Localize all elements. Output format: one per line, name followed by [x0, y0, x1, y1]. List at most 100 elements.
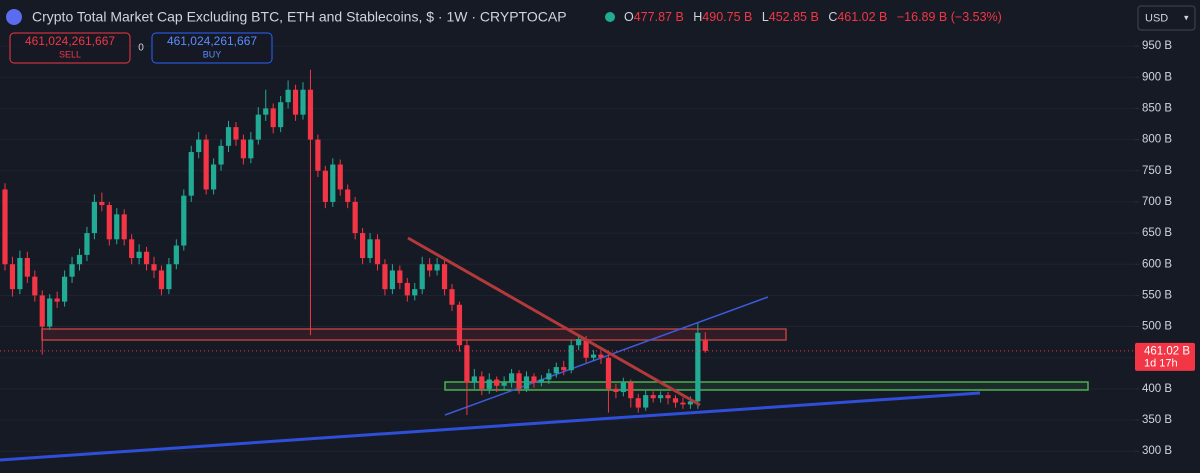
ohlc: O477.87 B H490.75 B L452.85 B C461.02 B … — [624, 10, 1002, 24]
candle-body — [687, 401, 693, 405]
candle-body — [658, 395, 664, 399]
candle-body — [136, 251, 142, 258]
candle-body — [479, 376, 485, 389]
candle-body — [292, 89, 299, 115]
candle-body — [322, 170, 328, 202]
ohlc-value: 452.85 B — [769, 10, 819, 24]
candle-body — [590, 354, 597, 358]
candle-body — [389, 270, 395, 290]
sell-label[interactable]: SELL — [59, 49, 81, 59]
candle-body — [360, 233, 366, 258]
candle-body — [158, 270, 165, 290]
ohlc-value: 461.02 B — [837, 10, 887, 24]
candle-body — [471, 376, 477, 383]
symbol-icon — [6, 9, 22, 25]
dropdown-arrow: ▾ — [1184, 12, 1189, 22]
candle-body — [9, 264, 16, 290]
candle-body — [270, 108, 276, 128]
candle-body — [17, 258, 23, 290]
y-tick-label: 700 B — [1142, 196, 1172, 208]
y-tick-label: 300 B — [1142, 445, 1172, 457]
candle-body — [69, 264, 75, 277]
candle-body — [278, 102, 284, 128]
candle-body — [561, 367, 567, 371]
candle-body — [181, 195, 187, 246]
candle-body — [203, 139, 209, 190]
candle-body — [151, 264, 157, 271]
candle-body — [702, 340, 708, 351]
candle-body — [225, 127, 232, 146]
candle-body — [211, 164, 217, 190]
buy-button[interactable] — [151, 32, 273, 64]
falling-trendline — [407, 236, 701, 407]
candle-body — [24, 258, 30, 277]
candle-body — [143, 251, 150, 265]
change: −16.89 B (−3.53%) — [897, 10, 1002, 24]
candle-body — [598, 354, 604, 358]
chart-title: Crypto Total Market Cap Excluding BTC, E… — [32, 9, 567, 25]
y-tick-label: 900 B — [1142, 71, 1172, 83]
candle-body — [516, 373, 522, 389]
buy-price[interactable]: 461,024,261,667 — [167, 34, 257, 48]
spread: 0 — [138, 43, 144, 54]
candle-body — [106, 205, 112, 240]
candle-body — [84, 233, 90, 255]
candle-body — [47, 298, 53, 327]
currency[interactable]: USD — [1145, 12, 1168, 24]
y-tick-label: 350 B — [1142, 414, 1172, 426]
candle-body — [166, 264, 172, 290]
ohlc-value: 490.75 B — [702, 10, 752, 24]
sell-button[interactable] — [9, 32, 131, 64]
candle-body — [486, 379, 492, 389]
candle-body — [129, 239, 135, 258]
candle-body — [628, 382, 634, 399]
candle-body — [330, 164, 336, 202]
candle-body — [397, 270, 403, 283]
support-zone — [444, 381, 1089, 391]
candle-body — [464, 345, 470, 383]
y-tick-label: 850 B — [1142, 102, 1172, 114]
last-price-tag — [1135, 342, 1195, 371]
candle-body — [605, 357, 612, 389]
y-tick-label: 600 B — [1142, 258, 1172, 270]
candles — [2, 69, 708, 416]
candle-body — [2, 189, 8, 265]
candle-body — [62, 276, 68, 302]
candle-body — [427, 264, 433, 271]
candle-body — [121, 214, 127, 240]
candle-body — [441, 264, 448, 290]
candle-body — [233, 127, 239, 140]
buy-label[interactable]: BUY — [203, 49, 222, 59]
candle-body — [248, 139, 254, 159]
candle-body — [523, 376, 530, 389]
ohlc-value: 477.87 B — [634, 10, 684, 24]
currency-select[interactable] — [1137, 5, 1196, 31]
candle-body — [240, 139, 246, 159]
candle-body — [76, 254, 83, 265]
candle-body — [91, 201, 97, 234]
y-tick-label: 550 B — [1142, 289, 1172, 301]
candle-body — [680, 402, 686, 405]
candle-body — [695, 332, 701, 402]
candle-body — [196, 139, 202, 153]
candle-body — [345, 189, 351, 202]
y-tick-label: 650 B — [1142, 227, 1172, 239]
y-tick-label: 500 B — [1142, 321, 1172, 333]
y-tick-label: 400 B — [1142, 383, 1172, 395]
candle-body — [419, 264, 425, 290]
long-trendline — [0, 391, 981, 462]
candle-body — [538, 379, 544, 383]
candle-body — [672, 398, 679, 403]
candle-body — [39, 295, 45, 327]
candle-body — [307, 89, 314, 140]
sell-price[interactable]: 461,024,261,667 — [25, 34, 115, 48]
candle-body — [553, 367, 559, 374]
candle-body — [613, 388, 619, 392]
candle-body — [650, 395, 656, 399]
candle-body — [367, 239, 373, 258]
last-price-label: 461.02 B — [1144, 345, 1190, 357]
candle-body — [188, 152, 194, 196]
candle-body — [285, 89, 291, 103]
